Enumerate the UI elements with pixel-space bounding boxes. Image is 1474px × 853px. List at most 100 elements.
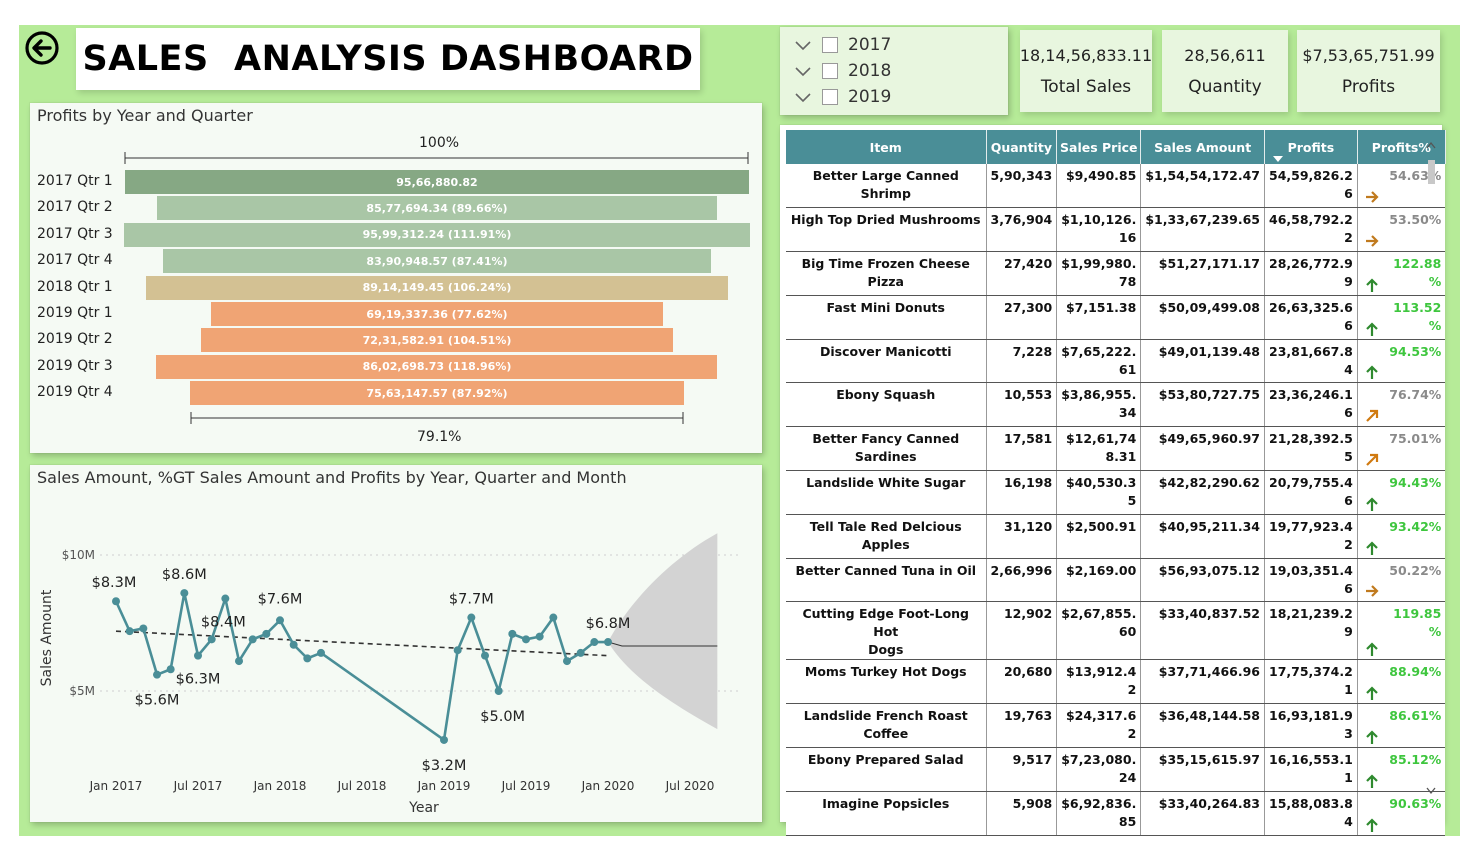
x-axis-title: Year [408, 800, 439, 816]
funnel-bar[interactable]: 72,31,582.91 (104.51%) [201, 328, 673, 353]
cell-profits-pct: 90.63% [1357, 791, 1446, 836]
sort-down-icon [1273, 156, 1283, 162]
col-header-sales-price[interactable]: Sales Price [1056, 130, 1142, 164]
cell-profits-pct-value: 94.53% [1389, 343, 1442, 359]
table-row[interactable]: Better Large Canned Shrimp 5,90,343 $9,490… [786, 164, 1446, 209]
funnel-bottom-label: 79.1% [417, 429, 462, 445]
table-row[interactable]: Better Fancy Canned Sardines 17,581 $12,61… [786, 426, 1446, 472]
chevron-down-icon[interactable] [794, 62, 812, 80]
kpi-total-sales-value: 18,14,56,833.11 [1019, 45, 1153, 65]
table-row[interactable]: Landslide French Roast Coffee 19,763 $24,3… [786, 703, 1446, 749]
funnel-bar[interactable]: 85,77,694.34 (89.66%) [157, 196, 717, 221]
cell-sales-price: $7,65,222. 61 [1056, 339, 1142, 384]
cell-profits: 46,58,792.2 2 [1264, 207, 1358, 253]
checkbox[interactable] [822, 63, 838, 79]
slicer-item-2017[interactable]: 2017 [794, 35, 891, 55]
cell-profits: 19,77,923.4 2 [1264, 514, 1358, 559]
table-row[interactable]: Imagine Popsicles 5,908 $6,92,836. 85 $33,4… [786, 791, 1446, 836]
slicer-item-2019[interactable]: 2019 [794, 87, 891, 107]
up-arrow-icon [1366, 497, 1378, 511]
checkbox[interactable] [822, 89, 838, 105]
y-tick-label: $10M [62, 548, 95, 562]
checkbox[interactable] [822, 37, 838, 53]
cell-profits-pct-value: 119.85 % [1393, 606, 1442, 640]
funnel-bar[interactable]: 83,90,948.57 (87.41%) [163, 249, 711, 274]
cell-profits: 23,36,246.1 6 [1264, 382, 1358, 428]
cell-profits: 16,16,553.1 1 [1264, 747, 1358, 792]
sales-point [453, 646, 462, 655]
sales-point [153, 670, 161, 679]
cell-item: Cutting Edge Foot-Long Hot Dogs [786, 601, 987, 661]
cell-profits: 21,28,392.5 5 [1264, 426, 1358, 472]
table-row[interactable]: Better Canned Tuna in Oil 2,66,996 $2,169.… [786, 558, 1446, 603]
cell-item: High Top Dried Mushrooms [786, 207, 987, 253]
funnel-row-label: 2019 Qtr 1 [37, 305, 113, 321]
funnel-bar[interactable]: 75,63,147.57 (87.92%) [190, 381, 684, 406]
cell-profits-pct: 94.43% [1357, 470, 1446, 515]
cell-profits-pct: 93.42% [1357, 514, 1446, 559]
table-row[interactable]: Ebony Prepared Salad 9,517 $7,23,080. 24 $3… [786, 747, 1446, 792]
cell-profits-pct-value: 113.52 % [1393, 299, 1442, 333]
back-arrow-icon[interactable] [24, 30, 60, 66]
cell-quantity: 2,66,996 [986, 558, 1058, 603]
cell-quantity: 9,517 [986, 747, 1058, 792]
table-row[interactable]: Big Time Frozen Cheese Pizza 27,420 $1,99,… [786, 251, 1446, 296]
table-row[interactable]: Discover Manicotti 7,228 $7,65,222. 61 $49,… [786, 339, 1446, 384]
table-row[interactable]: Moms Turkey Hot Dogs 20,680 $13,912.4 2 $37… [786, 659, 1446, 705]
table-scrollbar[interactable] [1424, 130, 1438, 818]
x-tick-label: Jan 2020 [581, 779, 635, 793]
sales-point [494, 687, 503, 695]
cell-profits-pct: 113.52 % [1357, 295, 1446, 340]
chevron-down-icon[interactable] [794, 88, 812, 106]
table-row[interactable]: Tell Tale Red Delcious Apples 31,120 $2,50… [786, 514, 1446, 559]
y-tick-label: $5M [69, 684, 95, 698]
kpi-quantity-label: Quantity [1188, 76, 1262, 97]
funnel-bar[interactable]: 69,19,337.36 (77.62%) [211, 302, 663, 326]
col-header-profits-pct[interactable]: Profits% [1357, 130, 1446, 164]
chevron-down-icon[interactable] [794, 36, 812, 54]
sales-point [262, 629, 271, 638]
sales-point [563, 657, 571, 666]
cell-profits: 26,63,325.6 6 [1264, 295, 1358, 340]
line-chart[interactable]: $10M $5M Jan 2017 Jul 2017 Jan 2018 Jul 2018 J… [30, 490, 762, 822]
cell-sales-amount: $33,40,264.83 [1140, 791, 1265, 836]
funnel-bar[interactable]: 95,99,312.24 (111.91%) [124, 222, 750, 247]
funnel-top-label: 100% [419, 135, 460, 151]
table-row[interactable]: Fast Mini Donuts 27,300 $7,151.38 $50,09,49… [786, 295, 1446, 340]
cell-profits-pct-value: 53.50% [1389, 212, 1442, 228]
funnel-bar[interactable]: 89,14,149.45 (106.24%) [146, 275, 728, 300]
slicer-item-label: 2019 [848, 87, 892, 107]
cell-quantity: 27,420 [986, 251, 1058, 296]
sales-point [276, 616, 284, 625]
x-tick-label: Jan 2018 [253, 779, 307, 793]
cell-sales-price: $24,317.6 2 [1056, 703, 1142, 749]
cell-profits-pct-value: 76.74% [1389, 387, 1442, 403]
cell-profits-pct: 88.94% [1357, 659, 1446, 705]
x-tick-label: Jul 2017 [173, 779, 223, 793]
cell-sales-amount: $50,09,499.08 [1140, 295, 1265, 340]
slicer-item-2018[interactable]: 2018 [794, 61, 891, 81]
col-header-profits-label: Profits [1287, 139, 1335, 155]
funnel-row-label: 2019 Qtr 3 [37, 357, 113, 374]
cell-item: Better Fancy Canned Sardines [786, 426, 987, 472]
table-row[interactable]: Ebony Squash 10,553 $3,86,955. 34 $53,80,72… [786, 382, 1446, 428]
col-header-sales-amount[interactable]: Sales Amount [1140, 130, 1265, 164]
cell-sales-amount: $1,33,67,239.65 [1140, 207, 1265, 253]
funnel-bar[interactable]: 95,66,880.82 [125, 170, 749, 194]
col-header-profits[interactable]: Profits [1264, 130, 1358, 164]
sales-point [549, 613, 558, 622]
cell-sales-amount: $36,48,144.58 [1140, 703, 1265, 749]
table-row[interactable]: High Top Dried Mushrooms 3,76,904 $1,10,12… [786, 207, 1446, 253]
table-row[interactable]: Landslide White Sugar 16,198 $40,530.3 5 $4… [786, 470, 1446, 515]
funnel-bar[interactable]: 86,02,698.73 (118.96%) [156, 354, 718, 379]
year-slicer [780, 27, 1008, 115]
cell-sales-amount: $35,15,615.97 [1140, 747, 1265, 792]
table-row[interactable]: Cutting Edge Foot-Long Hot Dogs 12,902 $2,… [786, 601, 1446, 661]
funnel-top-bracket [124, 152, 749, 164]
cell-profits-pct-value: 122.88 % [1393, 256, 1442, 290]
col-header-item[interactable]: Item [786, 130, 987, 164]
line-chart-title: Sales Amount, %GT Sales Amount and Profi… [37, 468, 627, 487]
col-header-quantity[interactable]: Quantity [986, 130, 1058, 164]
slicer-item-label: 2017 [848, 35, 892, 55]
forecast-band [608, 533, 718, 730]
